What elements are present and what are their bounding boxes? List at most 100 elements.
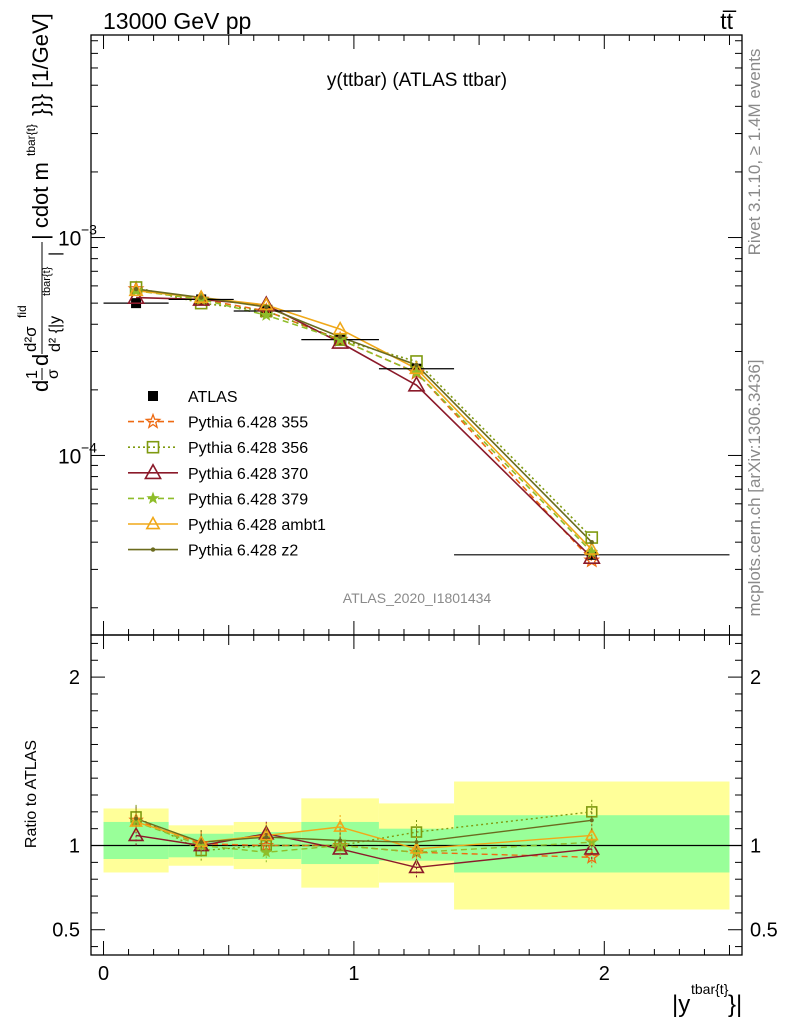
- ratio-point-p379: [260, 845, 273, 858]
- ylabel-den: d² {|y: [47, 316, 64, 352]
- rivet-version-label: Rivet 3.1.10, ≥ 1.4M events: [745, 49, 764, 256]
- ratio-point-z2: [338, 838, 343, 843]
- main-panel: 10−310−4 y(ttbar) (ATLAS ttbar) ATLAS_20…: [58, 34, 743, 636]
- ratio-y-tick-label-right-2: 2: [750, 667, 761, 689]
- ylabel-d2: d: [28, 354, 53, 366]
- ylabel-fid: fid: [15, 305, 29, 318]
- ratio-point-ambt1: [584, 827, 599, 841]
- ratio-series-markers: [127, 799, 600, 880]
- legend-label-p356: Pythia 6.428 356: [188, 440, 308, 457]
- main-line-z2: [135, 288, 593, 543]
- main-series-lines: [135, 286, 593, 561]
- main-y-tick-exp-0: −3: [81, 222, 97, 238]
- ratio-line-p379: [135, 821, 592, 854]
- ratio-y-tick-label-2: 2: [69, 667, 80, 689]
- ratio-line-p356: [135, 811, 592, 852]
- ylabel-tail-sup: tbar{t}: [24, 124, 38, 156]
- legend-label-p370: Pythia 6.428 370: [188, 466, 308, 483]
- x-axis-label: |y tbar{t} }|: [672, 981, 742, 1018]
- ylabel-den-tail: |: [47, 252, 64, 256]
- ratio-point-ambt1: [129, 814, 143, 827]
- ratio-line-p370: [135, 832, 592, 869]
- ratio-point-z2: [414, 840, 419, 845]
- legend-label-z2: Pythia 6.428 z2: [188, 543, 298, 560]
- svg-text:d: d: [28, 380, 53, 392]
- legend-marker-atlas: [148, 391, 158, 401]
- main-y-axis-label: d 1 σ d d²σ fid d² {|y tbar{t} | | cdot …: [15, 13, 64, 392]
- xlabel-sup: tbar{t}: [691, 981, 729, 997]
- main-point-p370: [331, 332, 350, 349]
- main-point-ambt1: [128, 282, 144, 297]
- ratio-tick-labels: 0.5 0.5 1 1 2 2 0 1 2: [52, 667, 778, 985]
- ratio-point-p355: [583, 849, 600, 864]
- ylabel-unit: }}} [1/GeV]: [28, 13, 53, 116]
- main-axis-ticks: [91, 35, 742, 635]
- main-point-z2: [589, 539, 594, 545]
- main-line-p379: [135, 289, 593, 553]
- ratio-point-ambt1: [409, 841, 424, 854]
- legend-marker-p379: [146, 491, 160, 504]
- ratio-point-p370: [408, 858, 425, 874]
- legend-marker-p370: [144, 463, 162, 480]
- main-point-z2: [198, 295, 204, 300]
- main-y-tick-label-1: 10: [58, 445, 81, 468]
- ratio-point-ambt1: [259, 827, 274, 841]
- ratio-point-p370: [583, 840, 600, 855]
- ylabel-d1: d: [28, 380, 53, 392]
- ylabel-one: 1: [24, 370, 41, 379]
- ratio-y-tick-label-0: 0.5: [52, 920, 80, 942]
- legend-marker-ambt1: [145, 515, 161, 530]
- main-point-p379: [259, 308, 273, 321]
- main-point-z2: [414, 362, 419, 368]
- header-process-label: tt̅: [720, 8, 736, 34]
- ratio-series-lines: [135, 811, 592, 869]
- analysis-watermark: ATLAS_2020_I1801434: [343, 590, 492, 606]
- x-tick-label-1: 1: [348, 963, 359, 985]
- main-point-z2: [264, 304, 269, 310]
- main-point-ambt1: [584, 541, 600, 555]
- header-energy-label: 13000 GeV pp: [103, 8, 251, 34]
- legend-label-p379: Pythia 6.428 379: [188, 491, 308, 508]
- main-y-tick-labels: 10−310−4: [58, 222, 97, 469]
- main-point-ambt1: [408, 360, 425, 375]
- main-line-p356: [135, 286, 593, 539]
- ratio-point-p370: [127, 826, 145, 842]
- main-y-tick-exp-1: −4: [81, 439, 97, 455]
- ratio-y-axis-label: Ratio to ATLAS: [23, 740, 40, 848]
- ratio-y-tick-label-right-0: 0.5: [750, 920, 778, 942]
- ylabel-den-sup: tbar{t}: [41, 266, 53, 296]
- legend-marker-p356: [146, 440, 160, 454]
- legend-label-p355: Pythia 6.428 355: [188, 415, 308, 432]
- main-point-z2: [337, 334, 343, 340]
- legend-label-ambt1: Pythia 6.428 ambt1: [188, 517, 326, 534]
- ratio-frame: [90, 634, 743, 956]
- ratio-point-ambt1: [333, 819, 348, 832]
- ratio-point-z2: [199, 840, 204, 845]
- ratio-y-tick-label-right-1: 1: [750, 836, 761, 858]
- xlabel-tail: }|: [728, 991, 742, 1018]
- main-series-markers: [103, 280, 730, 568]
- ratio-point-z2: [134, 816, 139, 821]
- main-point-p370: [407, 375, 426, 392]
- main-point-ambt1: [332, 320, 348, 335]
- legend: ATLAS Pythia 6.428 355 Pythia 6.428 356 Pyt…: [128, 389, 326, 560]
- ratio-point-z2: [589, 818, 594, 823]
- ratio-line-z2: [135, 817, 592, 843]
- xlabel-base: |y: [672, 991, 690, 1018]
- ylabel-tail: | cdot m: [28, 162, 53, 240]
- main-point-p379: [333, 332, 347, 346]
- main-point-z2: [133, 286, 139, 292]
- chart-title: y(ttbar) (ATLAS ttbar): [327, 70, 507, 91]
- main-point-p370: [127, 287, 146, 305]
- x-tick-label-2: 2: [599, 963, 610, 985]
- legend-marker-p355: [144, 412, 162, 429]
- main-point-p370: [582, 547, 601, 564]
- main-point-ambt1: [258, 296, 274, 311]
- main-point-p379: [409, 365, 424, 379]
- ratio-axis-ticks: [91, 635, 742, 955]
- main-y-tick-label-0: 10: [58, 228, 81, 251]
- legend-marker-z2: [150, 547, 156, 552]
- ratio-y-tick-label-1: 1: [69, 836, 80, 858]
- main-point-ambt1: [193, 289, 209, 303]
